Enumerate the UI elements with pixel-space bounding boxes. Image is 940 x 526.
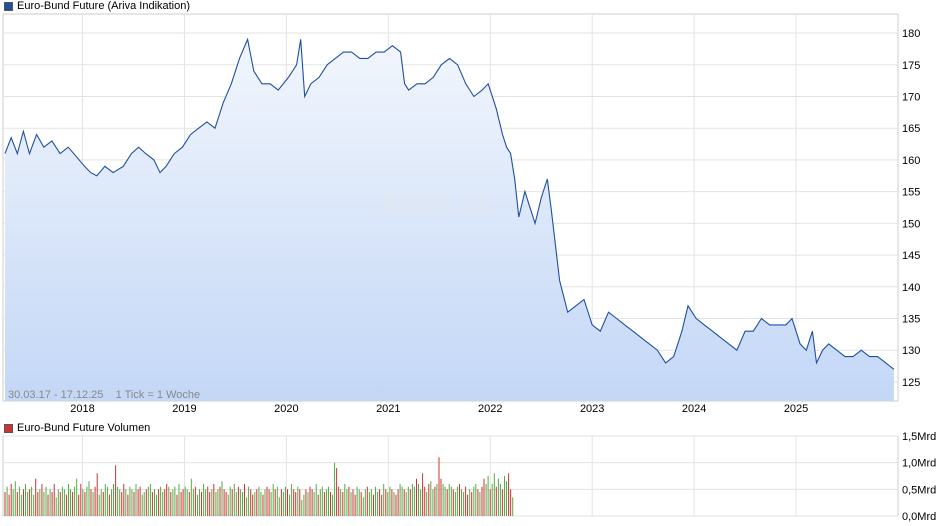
volume-y-tick-label: 1,0Mrd [902,458,936,470]
volume-bars [4,457,514,516]
price-legend-swatch [4,1,13,11]
volume-legend-swatch [4,423,13,433]
date-range-info: 30.03.17 - 17.12.25 1 Tick = 1 Woche [8,389,200,401]
volume-y-tick-label: 1,5Mrd [902,431,936,443]
x-tick-label: 2024 [682,403,706,415]
y-tick-label: 125 [902,377,920,389]
volume-legend: Euro-Bund Future Volumen [4,422,150,434]
price-x-axis: 2018 2019 2020 2021 2022 2023 2024 2025 [70,403,808,415]
volume-y-tick-label: 0,5Mrd [902,484,936,496]
y-tick-label: 150 [902,218,920,230]
y-tick-label: 180 [902,28,920,40]
price-line [4,37,895,370]
x-tick-label: 2023 [580,403,604,415]
y-tick-label: 140 [902,282,920,294]
x-tick-label: 2025 [784,403,808,415]
y-tick-label: 170 [902,91,920,103]
x-tick-label: 2021 [376,403,400,415]
price-chart: ARIVA.DE 1251301351401451501551601651701… [2,13,920,415]
y-tick-label: 155 [902,187,920,199]
x-tick-label: 2018 [70,403,94,415]
volume-grid [2,435,899,517]
y-tick-label: 135 [902,314,920,326]
price-y-axis: 125 130 135 140 145 150 155 160 165 170 175 180 [902,28,920,389]
y-tick-label: 165 [902,123,920,135]
volume-y-tick-label: 0,0Mrd [902,511,936,523]
y-tick-label: 160 [902,155,920,167]
volume-chart: 0,0Mrd 0,5Mrd 1,0Mrd 1,5Mrd [2,431,936,523]
y-tick-label: 175 [902,60,920,72]
volume-plot-background [2,435,899,517]
price-legend-label: Euro-Bund Future (Ariva Indikation) [17,0,191,12]
y-tick-label: 145 [902,250,920,262]
x-tick-label: 2022 [478,403,502,415]
x-tick-label: 2020 [274,403,298,415]
volume-y-axis: 0,0Mrd 0,5Mrd 1,0Mrd 1,5Mrd [902,431,936,523]
price-area [5,39,894,402]
volume-legend-label: Euro-Bund Future Volumen [17,422,151,434]
watermark: ARIVA.DE [379,191,494,218]
x-tick-label: 2019 [172,403,196,415]
y-tick-label: 130 [902,345,920,357]
price-legend: Euro-Bund Future (Ariva Indikation) [4,0,190,12]
